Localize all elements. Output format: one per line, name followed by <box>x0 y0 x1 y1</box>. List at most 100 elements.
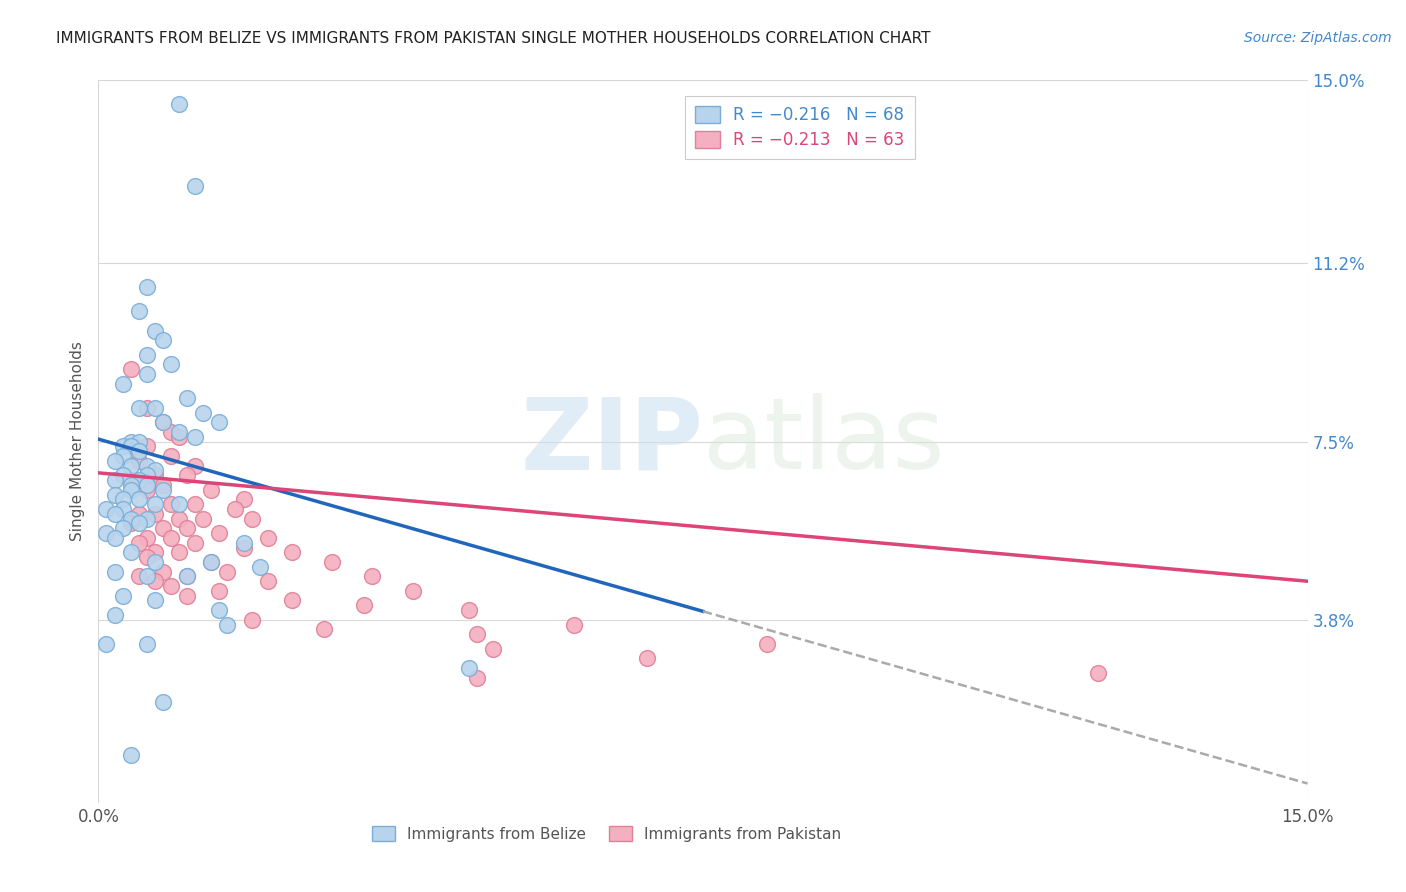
Point <box>184 179 207 194</box>
Point <box>217 565 239 579</box>
Point <box>128 434 150 449</box>
Point <box>143 497 166 511</box>
Point <box>120 511 142 525</box>
Point <box>120 362 142 376</box>
Point <box>143 507 166 521</box>
Point <box>152 565 174 579</box>
Point <box>143 468 166 483</box>
Point <box>143 555 166 569</box>
Point <box>200 483 222 497</box>
Point <box>103 531 125 545</box>
Point <box>128 535 150 549</box>
Point <box>167 425 190 439</box>
Point <box>103 454 125 468</box>
Point <box>111 439 134 453</box>
Point <box>249 559 271 574</box>
Point <box>135 531 157 545</box>
Point <box>96 637 118 651</box>
Point <box>120 747 142 762</box>
Point <box>128 454 150 468</box>
Point <box>240 511 263 525</box>
Point <box>361 569 384 583</box>
Point <box>176 468 198 483</box>
Point <box>482 641 505 656</box>
Point <box>281 593 304 607</box>
Point <box>120 483 142 497</box>
Point <box>636 651 658 665</box>
Point <box>111 376 134 391</box>
Point <box>160 358 183 372</box>
Point <box>135 511 157 525</box>
Point <box>103 473 125 487</box>
Point <box>353 599 375 613</box>
Point <box>103 487 125 501</box>
Point <box>152 478 174 492</box>
Point <box>120 545 142 559</box>
Point <box>208 583 231 598</box>
Point <box>120 434 142 449</box>
Point <box>120 473 142 487</box>
Point <box>128 444 150 458</box>
Point <box>176 569 198 583</box>
Point <box>143 401 166 415</box>
Point <box>135 637 157 651</box>
Point <box>314 623 336 637</box>
Legend: Immigrants from Belize, Immigrants from Pakistan: Immigrants from Belize, Immigrants from … <box>364 818 849 849</box>
Point <box>167 545 190 559</box>
Text: ZIP: ZIP <box>520 393 703 490</box>
Point <box>111 492 134 507</box>
Point <box>143 545 166 559</box>
Point <box>176 569 198 583</box>
Point <box>160 579 183 593</box>
Point <box>135 280 157 294</box>
Point <box>135 478 157 492</box>
Point <box>103 565 125 579</box>
Point <box>152 483 174 497</box>
Point <box>200 555 222 569</box>
Point <box>128 473 150 487</box>
Text: IMMIGRANTS FROM BELIZE VS IMMIGRANTS FROM PAKISTAN SINGLE MOTHER HOUSEHOLDS CORR: IMMIGRANTS FROM BELIZE VS IMMIGRANTS FRO… <box>56 31 931 46</box>
Point <box>135 348 157 362</box>
Point <box>152 695 174 709</box>
Point <box>176 521 198 535</box>
Point <box>240 613 263 627</box>
Point <box>135 550 157 565</box>
Point <box>103 507 125 521</box>
Point <box>128 304 150 318</box>
Point <box>111 468 134 483</box>
Point <box>176 391 198 405</box>
Point <box>135 569 157 583</box>
Point <box>184 430 207 444</box>
Point <box>111 589 134 603</box>
Point <box>402 583 425 598</box>
Point <box>465 627 488 641</box>
Point <box>135 367 157 381</box>
Point <box>152 334 174 348</box>
Point <box>321 555 343 569</box>
Point <box>184 458 207 473</box>
Text: Source: ZipAtlas.com: Source: ZipAtlas.com <box>1244 31 1392 45</box>
Point <box>224 502 246 516</box>
Point <box>128 516 150 531</box>
Point <box>167 497 190 511</box>
Point <box>120 458 142 473</box>
Point <box>217 617 239 632</box>
Point <box>120 516 142 531</box>
Point <box>96 502 118 516</box>
Point <box>458 603 481 617</box>
Point <box>256 574 278 589</box>
Point <box>128 507 150 521</box>
Point <box>120 478 142 492</box>
Point <box>111 521 134 535</box>
Point <box>465 671 488 685</box>
Point <box>96 526 118 541</box>
Point <box>103 607 125 622</box>
Point <box>200 555 222 569</box>
Point <box>128 401 150 415</box>
Point <box>160 497 183 511</box>
Point <box>160 531 183 545</box>
Point <box>184 535 207 549</box>
Point <box>152 415 174 429</box>
Point <box>232 492 254 507</box>
Point <box>160 449 183 463</box>
